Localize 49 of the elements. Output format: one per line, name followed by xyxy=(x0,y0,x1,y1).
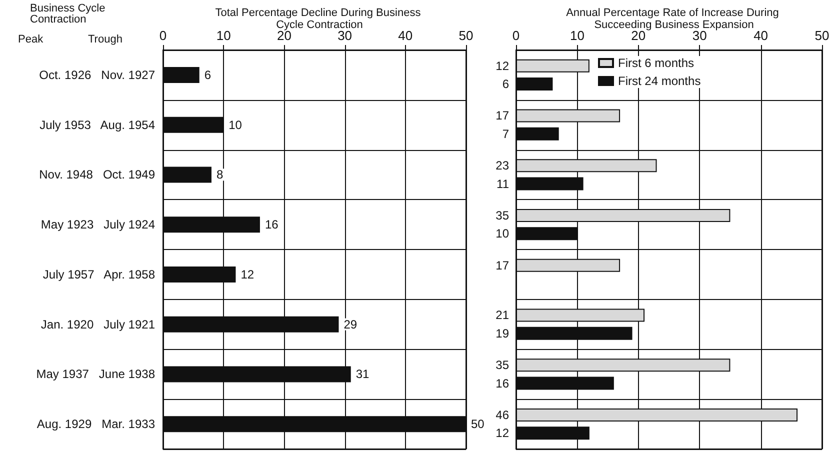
data-label: 11 xyxy=(496,176,510,191)
text: Trough xyxy=(88,34,122,46)
y-tick-label: July 1953 Aug. 1954 xyxy=(40,118,156,132)
y-tick-label: May 1923 July 1924 xyxy=(40,218,156,232)
y-tick-label: Oct. 1926 Nov. 1927 xyxy=(39,68,156,82)
data-label: 16 xyxy=(496,376,510,390)
data-label: 19 xyxy=(496,326,510,340)
chart-title: Annual Percentage Rate of Increase During Succeeding Business Expansion xyxy=(566,7,782,31)
data-label: 7 xyxy=(502,126,510,141)
x-tick-label: 50 xyxy=(458,28,474,43)
legend-label: First 6 months xyxy=(618,56,694,70)
x-tick-label: 0 xyxy=(512,28,520,43)
data-label: 35 xyxy=(496,358,510,372)
data-label: 21 xyxy=(496,308,510,322)
y-tick-label: May 1937 June 1938 xyxy=(36,367,156,382)
x-tick-label: 10 xyxy=(570,28,584,43)
data-label: 23 xyxy=(496,158,510,173)
data-label: 8 xyxy=(216,168,224,182)
x-tick-label: 30 xyxy=(692,28,707,43)
data-label: 10 xyxy=(496,226,510,241)
data-label: 50 xyxy=(471,417,485,432)
data-label: 46 xyxy=(496,408,510,422)
x-tick-label: 30 xyxy=(338,28,352,43)
data-label: 29 xyxy=(344,317,358,332)
data-label: 16 xyxy=(264,218,279,232)
y-axis-title: Business Cycle Contraction xyxy=(30,2,108,26)
y-tick-label: July 1957 Apr. 1958 xyxy=(42,267,156,282)
y-tick-label: Nov. 1948 Oct. 1949 xyxy=(39,168,156,182)
chart-title: Total Percentage Decline During Business Cycle Contraction xyxy=(215,7,424,31)
x-tick-label: 40 xyxy=(398,28,413,43)
x-tick-label: 50 xyxy=(814,28,830,43)
data-label: 10 xyxy=(228,118,242,132)
data-label: 12 xyxy=(240,267,254,282)
data-label: 12 xyxy=(496,58,510,73)
x-tick-label: 10 xyxy=(216,28,231,43)
data-label: 31 xyxy=(356,367,370,382)
x-tick-label: 0 xyxy=(159,28,167,43)
data-label: 17 xyxy=(496,108,510,123)
data-label: 35 xyxy=(496,208,510,222)
data-label: 6 xyxy=(204,68,212,82)
data-label: 17 xyxy=(496,258,510,272)
legend-label: First 24 months xyxy=(618,74,701,88)
text: Peak xyxy=(18,34,44,46)
x-tick-label: 20 xyxy=(631,28,646,43)
data-label: 12 xyxy=(496,426,510,440)
data-label: 6 xyxy=(502,77,510,92)
y-tick-label: Jan. 1920 July 1921 xyxy=(40,317,156,332)
y-tick-label: Aug. 1929 Mar. 1933 xyxy=(36,417,156,432)
x-tick-label: 40 xyxy=(754,28,768,43)
